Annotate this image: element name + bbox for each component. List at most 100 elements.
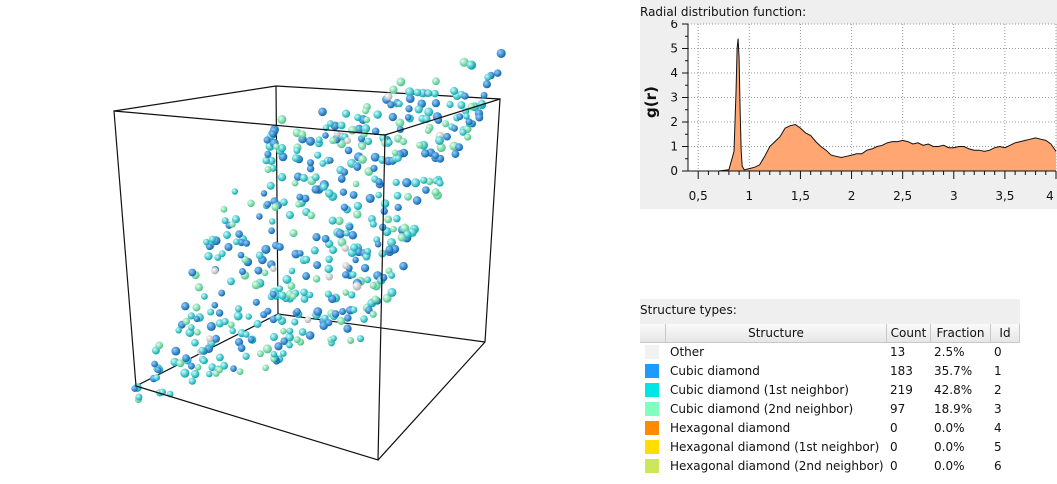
atom	[459, 57, 469, 67]
table-row[interactable]: Other 13 2.5% 0	[640, 343, 1020, 362]
structure-color-swatch[interactable]	[645, 383, 659, 397]
header-structure[interactable]: Structure	[666, 324, 887, 343]
y-tick-label: 2	[670, 115, 678, 129]
atom	[414, 105, 423, 114]
table-row[interactable]: Hexagonal diamond (2nd neighbor) 0 0.0% 6	[640, 457, 1020, 476]
y-axis-label: g(r)	[642, 86, 660, 118]
atom	[324, 264, 333, 274]
atom	[315, 136, 323, 144]
atom	[431, 188, 440, 197]
3d-viewport[interactable]	[0, 0, 630, 480]
structure-id: 0	[994, 345, 1002, 359]
structure-color-swatch[interactable]	[645, 364, 659, 378]
atom	[300, 288, 308, 297]
atom	[337, 317, 346, 325]
atom	[416, 141, 424, 149]
atom	[341, 244, 349, 252]
atom	[154, 366, 162, 374]
atom	[385, 245, 394, 254]
atom	[466, 60, 476, 70]
atom	[223, 231, 231, 239]
atom	[171, 346, 181, 356]
x-tick-label: 0,5	[689, 189, 708, 203]
atom	[340, 203, 349, 211]
atom	[279, 350, 287, 357]
atom	[364, 276, 372, 284]
atom	[211, 301, 219, 309]
atom	[456, 113, 464, 120]
atom	[269, 332, 278, 342]
structure-color-swatch[interactable]	[645, 345, 659, 359]
structure-types-table[interactable]: Structure Count Fraction Id Other 13 2.5% 0…	[640, 324, 1020, 480]
atom	[465, 118, 473, 126]
structure-fraction: 0.0%	[934, 459, 965, 473]
atom	[243, 239, 251, 247]
atom	[384, 215, 393, 224]
x-tick-label: 3	[950, 189, 958, 203]
atom	[278, 291, 287, 300]
structure-count: 0	[890, 440, 898, 454]
structure-name: Other	[670, 345, 705, 359]
atom	[187, 362, 195, 370]
table-row[interactable]: Cubic diamond 183 35.7% 1	[640, 362, 1020, 381]
atom	[269, 130, 277, 138]
atom	[131, 385, 138, 392]
atom	[380, 199, 390, 208]
atom	[255, 251, 264, 260]
atom	[451, 125, 458, 132]
table-row[interactable]: Cubic diamond (2nd neighbor) 97 18.9% 3	[640, 400, 1020, 419]
table-row[interactable]: Cubic diamond (1st neighbor) 219 42.8% 2	[640, 381, 1020, 400]
atom	[298, 130, 307, 139]
atom	[373, 110, 382, 119]
atom	[461, 92, 469, 100]
structure-fraction: 0.0%	[934, 421, 965, 435]
atom	[350, 243, 359, 252]
atom	[275, 314, 282, 321]
atom	[464, 133, 472, 141]
atom	[450, 86, 459, 95]
y-tick-label: 1	[670, 140, 678, 154]
structure-color-swatch[interactable]	[645, 402, 659, 416]
header-color[interactable]	[640, 324, 666, 343]
atom	[387, 287, 397, 297]
atom	[180, 368, 190, 378]
table-row[interactable]: Hexagonal diamond 0 0.0% 4	[640, 419, 1020, 438]
atom	[431, 99, 440, 108]
atom	[369, 281, 377, 290]
structure-color-swatch[interactable]	[645, 440, 659, 454]
atom	[389, 85, 398, 94]
atom	[347, 337, 355, 344]
atom	[411, 178, 421, 188]
atom	[280, 327, 287, 335]
atom	[400, 223, 410, 233]
atom	[191, 338, 199, 347]
atom	[348, 125, 357, 135]
atom	[392, 178, 400, 187]
structure-name: Hexagonal diamond (2nd neighbor)	[670, 459, 884, 473]
atom	[206, 243, 213, 251]
atom	[371, 127, 380, 136]
structure-id: 5	[994, 440, 1002, 454]
structure-color-swatch[interactable]	[645, 421, 659, 435]
atom	[480, 91, 488, 99]
atom	[390, 225, 397, 233]
atom	[262, 344, 272, 354]
structure-color-swatch[interactable]	[645, 459, 659, 473]
atom	[206, 370, 213, 378]
structure-name: Cubic diamond (2nd neighbor)	[670, 402, 854, 416]
atom	[424, 89, 433, 97]
table-row[interactable]: Hexagonal diamond (1st neighbor) 0 0.0% 5	[640, 438, 1020, 457]
atom	[191, 369, 200, 379]
header-id[interactable]: Id	[991, 324, 1020, 343]
atom	[211, 267, 219, 275]
structure-count: 97	[890, 402, 906, 416]
atom	[214, 254, 222, 262]
header-count[interactable]: Count	[887, 324, 931, 343]
header-fraction[interactable]: Fraction	[931, 324, 991, 343]
structure-id: 1	[994, 364, 1002, 378]
atom	[301, 194, 310, 203]
atom	[339, 308, 347, 315]
y-tick-label: 0	[670, 164, 678, 178]
atom	[300, 295, 309, 303]
atom	[200, 357, 208, 365]
